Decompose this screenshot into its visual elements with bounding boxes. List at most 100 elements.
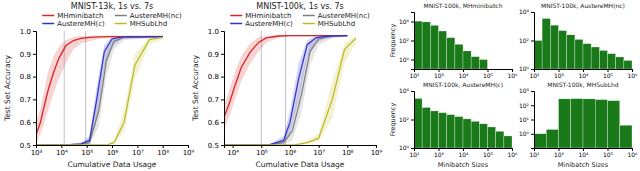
bar bbox=[620, 125, 632, 148]
bar bbox=[488, 127, 496, 148]
tick: 10⁰ bbox=[519, 65, 534, 72]
line-chart: 10³10⁴10⁵10⁶10⁷10⁸10⁹0.50.60.70.80.91.0M… bbox=[3, 2, 195, 169]
plot-area bbox=[534, 18, 632, 69]
axis-domain bbox=[221, 32, 225, 146]
tick-label: 10⁵ bbox=[603, 72, 614, 79]
tick-mark bbox=[531, 69, 534, 70]
legend-label: MHSubLhd bbox=[130, 20, 167, 28]
tick-label: 0.6 bbox=[208, 119, 220, 127]
tick: 10³ bbox=[31, 145, 43, 157]
histogram-chart: 10²10³10⁴10⁵10⁶10⁰10²10⁴MNIST-100k, Aust… bbox=[519, 2, 638, 79]
bar bbox=[496, 131, 504, 148]
legend-label: MHminibatch bbox=[245, 12, 291, 20]
tick-label: 10⁹ bbox=[371, 149, 383, 157]
tick-mark bbox=[411, 22, 414, 23]
tick: 10⁵ bbox=[603, 148, 614, 158]
tick-label: 10⁸ bbox=[157, 149, 169, 157]
x-axis: 10³10⁴10⁵10⁶10⁷10⁸10⁹ bbox=[31, 145, 195, 157]
tick-label: 1.0 bbox=[20, 28, 31, 36]
axis-domain bbox=[225, 146, 377, 149]
y-axis-title: Test Set Accuracy bbox=[3, 54, 12, 122]
bar bbox=[430, 25, 438, 69]
legend-item: AustereMH(c) bbox=[230, 20, 293, 28]
band bbox=[224, 35, 347, 145]
tick-label: 10² bbox=[409, 151, 420, 158]
legend: MHminibatchAustereMH(nc)AustereMH(c)MHSu… bbox=[42, 12, 182, 28]
bar bbox=[414, 21, 422, 69]
tick: 10³ bbox=[519, 87, 534, 94]
tick: 10⁶ bbox=[627, 148, 638, 158]
tick-label: 10³ bbox=[554, 151, 565, 158]
bar bbox=[599, 50, 607, 69]
tick: 10⁸ bbox=[157, 145, 169, 157]
bar bbox=[471, 121, 479, 148]
bar bbox=[595, 100, 607, 148]
tick-label: 1.0 bbox=[208, 28, 219, 36]
tick-label: 10⁴ bbox=[399, 87, 410, 94]
legend-swatch bbox=[230, 23, 242, 25]
legend-item: MHSubLhd bbox=[303, 20, 355, 28]
tick-mark bbox=[33, 145, 36, 146]
bar bbox=[439, 31, 447, 69]
axis-domain bbox=[37, 146, 189, 149]
tick-label: 10⁶ bbox=[627, 72, 638, 79]
tick-mark bbox=[33, 122, 36, 123]
tick-label: 10⁶ bbox=[627, 151, 638, 158]
tick: 10⁵ bbox=[483, 69, 494, 79]
bar bbox=[583, 44, 591, 69]
tick: 10⁵ bbox=[256, 145, 268, 157]
bar bbox=[550, 25, 558, 69]
tick: 10³ bbox=[434, 148, 445, 158]
tick-label: 10⁰ bbox=[519, 65, 530, 72]
tick-label: 10⁷ bbox=[132, 149, 144, 157]
tick: 10⁴ bbox=[399, 18, 414, 25]
y-axis: 10⁰10¹10²10³ bbox=[519, 87, 535, 148]
tick-mark bbox=[376, 145, 377, 148]
tick-mark bbox=[112, 145, 113, 148]
tick-mark bbox=[233, 145, 234, 148]
tick: 10⁷ bbox=[132, 145, 144, 157]
legend-swatch bbox=[115, 23, 127, 25]
line bbox=[36, 37, 163, 145]
tick-label: 10⁴ bbox=[399, 18, 410, 25]
bar bbox=[479, 60, 487, 70]
tick: 10⁴ bbox=[56, 145, 68, 157]
tick-label: 10³ bbox=[519, 87, 530, 94]
x-axis: 10²10³10⁴10⁵10⁶ bbox=[409, 148, 518, 158]
title: MNIST-100k, AustereMH(c) bbox=[423, 81, 503, 88]
x-axis-title: Cumulative Data Usage bbox=[256, 160, 345, 169]
tick-mark bbox=[221, 99, 224, 100]
histogram-chart: 10²10³10⁴10⁵10⁶10⁰10²10⁴MNIST-100k, Aust… bbox=[389, 81, 518, 169]
bar bbox=[471, 57, 479, 69]
bar bbox=[559, 31, 567, 69]
tick-label: 10⁵ bbox=[483, 151, 494, 158]
tick: 0.7 bbox=[208, 96, 224, 104]
bar bbox=[624, 60, 632, 69]
tick-mark bbox=[531, 120, 534, 121]
tick-label: 10⁴ bbox=[578, 151, 589, 158]
tick-mark bbox=[411, 41, 414, 42]
tick-label: 0.9 bbox=[208, 51, 219, 59]
tick: 1.0 bbox=[20, 28, 36, 36]
tick-mark bbox=[163, 145, 164, 148]
band bbox=[36, 36, 163, 145]
bar bbox=[575, 39, 583, 69]
tick-label: 10² bbox=[529, 151, 540, 158]
legend-swatch bbox=[303, 23, 315, 25]
tick: 0.7 bbox=[20, 96, 36, 104]
axis-domain bbox=[531, 92, 535, 149]
tick: 0.6 bbox=[20, 119, 36, 127]
tick: 1.0 bbox=[208, 28, 224, 36]
title: MNIST-100k, 1s vs. 7s bbox=[256, 2, 343, 11]
tick: 0.8 bbox=[208, 73, 224, 81]
y-axis: 0.50.60.70.80.91.0 bbox=[208, 28, 225, 150]
tick-mark bbox=[188, 145, 189, 148]
legend-swatch bbox=[42, 15, 54, 17]
band bbox=[36, 36, 163, 145]
tick: 10⁶ bbox=[627, 69, 638, 79]
tick: 10⁹ bbox=[371, 145, 383, 157]
line bbox=[224, 36, 347, 145]
tick: 10² bbox=[529, 69, 540, 79]
tick: 10⁴ bbox=[578, 69, 589, 79]
tick: 10⁶ bbox=[507, 148, 518, 158]
